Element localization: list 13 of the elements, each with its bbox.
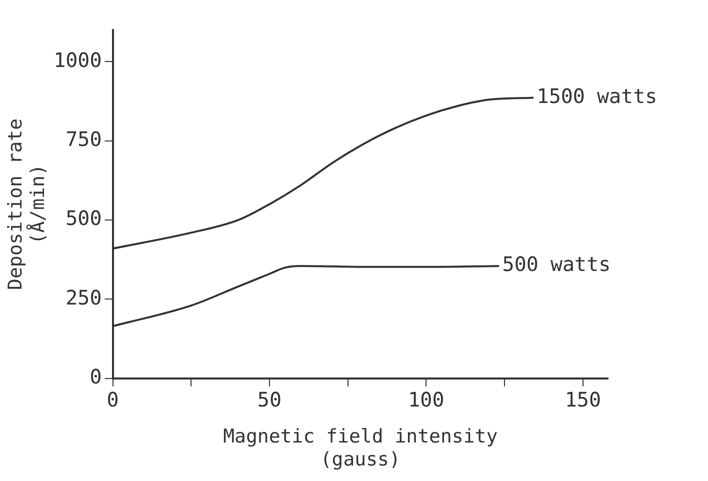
y-tick-label: 250 <box>66 285 102 310</box>
series-label: 500 watts <box>502 252 611 276</box>
y-tick-label: 500 <box>66 206 102 230</box>
y-axis-title: Deposition rate (Å/min) <box>4 118 50 290</box>
x-tick-label: 50 <box>257 388 282 412</box>
y-tick-label: 1000 <box>54 48 102 72</box>
x-axis-title: Magnetic field intensity (gauss) <box>223 426 498 471</box>
x-tick-label: 100 <box>408 388 444 412</box>
y-tick-label: 0 <box>90 364 102 389</box>
x-tick-label: 150 <box>564 388 601 412</box>
y-tick-label: 750 <box>66 127 102 152</box>
series-label: 1500 watts <box>536 84 658 108</box>
x-tick-label: 0 <box>106 388 119 412</box>
